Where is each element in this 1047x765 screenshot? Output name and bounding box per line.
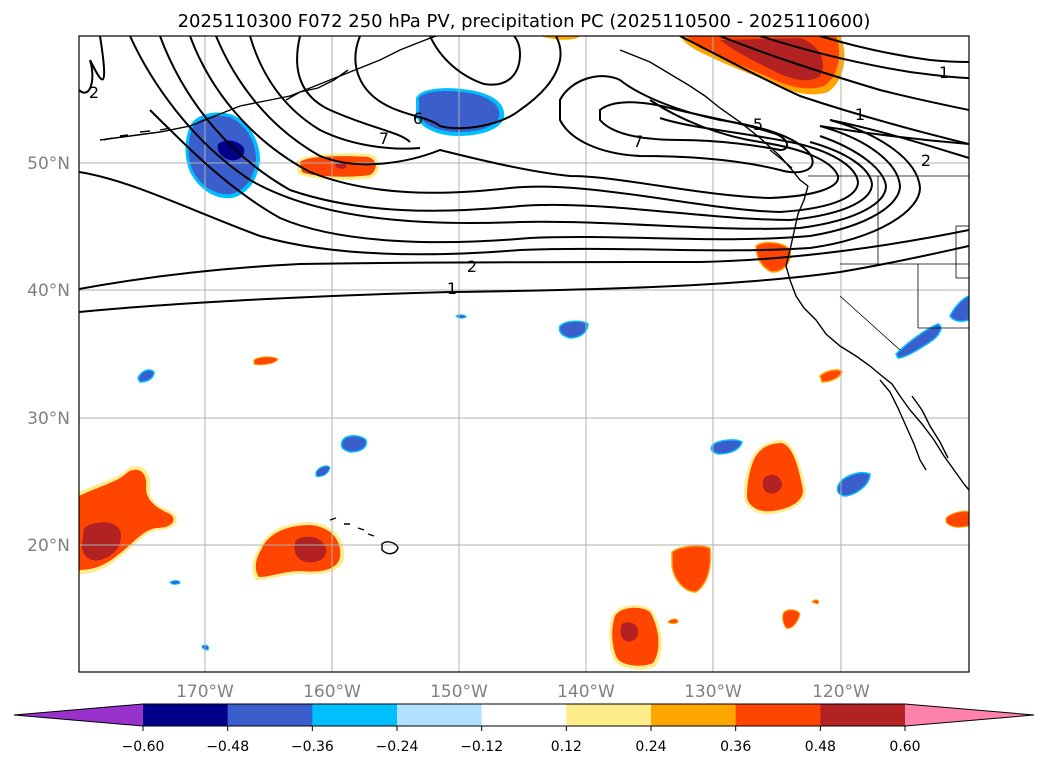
pv-contour-1 xyxy=(79,245,969,313)
aleutian-islands xyxy=(103,127,171,141)
contour-label: 2 xyxy=(467,257,477,276)
lat-label-20n: 20°N xyxy=(27,536,70,556)
neg-blob-a xyxy=(558,320,589,339)
lat-label-40n: 40°N xyxy=(27,281,70,301)
colorbar-segment xyxy=(143,704,229,726)
neg-blob-c xyxy=(137,369,155,383)
lon-axis-labels: 170°W 160°W 150°W 140°W 130°W 120°W xyxy=(176,682,870,702)
colorbar-tick-label: −0.24 xyxy=(376,739,419,755)
neg-blob-b xyxy=(455,314,467,319)
colorbar: −0.60 −0.48 −0.36 −0.24 −0.12 0.12 0.24 0.36 0.4… xyxy=(13,703,1035,755)
neg-blob-d xyxy=(340,435,368,453)
precip-blob-160w xyxy=(296,153,380,181)
pv-contour-14 xyxy=(599,101,788,152)
contour-label: 6 xyxy=(413,109,423,128)
precip-blob-south xyxy=(609,605,662,670)
pv-contour-5 xyxy=(129,36,888,230)
coast-gulf-california xyxy=(911,395,949,459)
pv-contours xyxy=(79,36,969,313)
colorbar-tick-label: −0.12 xyxy=(460,739,503,755)
colorbar-tick-label: 0.60 xyxy=(889,739,920,755)
contour-label: 5 xyxy=(753,115,763,134)
neg-blob-j xyxy=(895,323,942,359)
precip-blob-tiny-c xyxy=(811,599,819,605)
lat-label-50n: 50°N xyxy=(27,154,70,174)
neg-blob-k xyxy=(949,295,969,322)
border-ca-nv xyxy=(839,295,901,351)
colorbar-tick-label: 0.12 xyxy=(551,739,582,755)
coast-vancouver-island xyxy=(769,149,793,169)
precip-blob-small-1 xyxy=(253,356,279,366)
colorbar-tick-label: 0.24 xyxy=(635,739,666,755)
lon-label-140w: 140°W xyxy=(557,682,615,702)
colorbar-segment xyxy=(651,704,737,726)
pv-contour-12 xyxy=(429,36,522,86)
map-panel: 2 7 6 7 5 1 1 2 2 1 xyxy=(79,36,969,672)
pv-contour-8 xyxy=(215,36,840,200)
neg-blob-h xyxy=(710,439,743,455)
precip-blob-hawaii-west xyxy=(252,522,345,580)
colorbar-segment xyxy=(397,704,483,726)
coast-west-us xyxy=(785,185,969,491)
precip-blob-135w xyxy=(671,545,712,593)
pv-contour-2 xyxy=(79,229,969,290)
precip-blob-130w xyxy=(744,440,806,515)
precip-blob-east-edge xyxy=(945,510,969,528)
pv-contour-11 xyxy=(354,36,562,130)
precip-blob-tiny-b xyxy=(782,609,801,629)
lon-label-160w: 160°W xyxy=(303,682,361,702)
colorbar-tick-label: 0.36 xyxy=(720,739,751,755)
colorbar-tick-label: −0.60 xyxy=(122,739,165,755)
colorbar-segment xyxy=(735,704,821,726)
contour-label: 1 xyxy=(855,105,865,124)
neg-blob-f xyxy=(169,580,181,585)
pv-contour-4 xyxy=(149,109,969,244)
contour-label: 2 xyxy=(921,151,931,170)
colorbar-tick-label: −0.48 xyxy=(206,739,249,755)
contour-label: 1 xyxy=(447,279,457,298)
pv-contour-15 xyxy=(679,36,969,145)
colorbar-segment xyxy=(820,704,906,726)
contour-label: 7 xyxy=(379,129,389,148)
colorbar-segment xyxy=(227,704,313,726)
lon-label-130w: 130°W xyxy=(684,682,742,702)
contour-label: 2 xyxy=(89,83,99,102)
colorbar-extend-max xyxy=(905,704,1034,726)
lon-label-170w: 170°W xyxy=(176,682,234,702)
borders xyxy=(808,175,969,351)
pv-contour-9 xyxy=(79,36,106,94)
coast-baja xyxy=(879,379,927,471)
precip-blob-tiny-a xyxy=(667,618,679,624)
pv-contour-13 xyxy=(559,75,814,174)
pv-contour-3 xyxy=(79,119,969,256)
contour-label: 1 xyxy=(939,63,949,82)
coast-alaska-south xyxy=(285,69,349,101)
contour-label: 7 xyxy=(633,132,643,151)
neg-blob-e xyxy=(315,465,331,477)
map-frame xyxy=(78,35,970,673)
hawaii-islands xyxy=(329,517,399,555)
colorbar-segments xyxy=(13,703,1035,727)
colorbar-tick-label: 0.48 xyxy=(805,739,836,755)
precip-blob-33n xyxy=(819,369,843,383)
contour-labels: 2 7 6 7 5 1 1 2 2 1 xyxy=(89,63,949,298)
pv-contour-10 xyxy=(249,36,421,150)
pv-contour-7 xyxy=(189,36,860,214)
lon-label-150w: 150°W xyxy=(430,682,488,702)
lon-label-120w: 120°W xyxy=(812,682,870,702)
colorbar-segment xyxy=(312,704,398,726)
lat-axis-labels: 50°N 40°N 30°N 20°N xyxy=(27,154,70,556)
colorbar-extend-min xyxy=(14,704,143,726)
lat-label-30n: 30°N xyxy=(27,409,70,429)
precip-blob-north xyxy=(540,36,580,40)
map-title: 2025110300 F072 250 hPa PV, precipitatio… xyxy=(178,11,871,32)
pv-contour-6 xyxy=(159,36,874,222)
colorbar-tick-label: −0.36 xyxy=(291,739,334,755)
colorbar-segment xyxy=(566,704,652,726)
colorbar-segment xyxy=(481,704,567,726)
colorbar-ticks: −0.60 −0.48 −0.36 −0.24 −0.12 0.12 0.24 0.36 0.4… xyxy=(122,726,921,755)
coast-alaska-peninsula xyxy=(99,36,437,141)
neg-blob-i xyxy=(836,472,871,497)
